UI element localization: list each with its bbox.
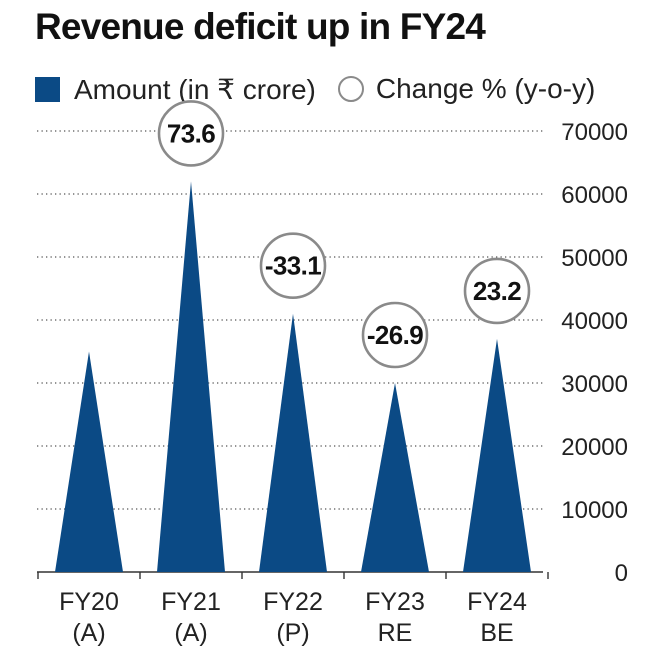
bar-triangle xyxy=(463,338,531,572)
x-tick-label-sub: (A) xyxy=(72,619,105,647)
bar-triangle xyxy=(55,351,123,572)
y-tick-label: 20000 xyxy=(561,434,628,461)
y-tick-label: 10000 xyxy=(561,497,628,524)
change-label: -26.9 xyxy=(367,320,423,350)
change-bubble xyxy=(463,257,531,325)
bar-triangle xyxy=(157,181,225,572)
x-tick-label-sub: RE xyxy=(378,619,413,647)
change-label: 73.6 xyxy=(167,118,215,148)
x-tick-label: FY21 xyxy=(161,588,221,616)
legend-amount-swatch xyxy=(35,76,60,102)
y-tick-label: 70000 xyxy=(561,119,628,146)
y-tick-label: 50000 xyxy=(561,245,628,272)
legend-change-ring-icon xyxy=(337,76,364,102)
y-tick-label: 60000 xyxy=(561,182,628,209)
x-tick-label: FY24 xyxy=(467,588,527,616)
bar-triangle xyxy=(361,383,429,572)
change-bubble xyxy=(259,232,327,300)
chart-title: Revenue deficit up in FY24 xyxy=(35,6,486,47)
legend-change-label: Change % (y-o-y) xyxy=(375,73,596,104)
change-bubble xyxy=(361,301,429,369)
chart-legend: Amount (in ₹ crore) Change % (y-o-y) xyxy=(35,70,595,108)
x-tick-label-sub: (A) xyxy=(174,619,207,647)
x-tick-label-sub: (P) xyxy=(276,619,309,647)
change-bubble xyxy=(157,100,225,167)
y-tick-label: 0 xyxy=(615,560,628,587)
y-tick-label: 30000 xyxy=(561,371,628,398)
x-tick-label-sub: BE xyxy=(480,619,513,647)
legend-amount-label: Amount (in ₹ crore) xyxy=(74,73,316,105)
x-tick-label: FY22 xyxy=(263,588,323,616)
y-tick-label: 40000 xyxy=(561,308,628,335)
change-label: 23.2 xyxy=(473,276,521,306)
change-label: -33.1 xyxy=(265,251,321,281)
x-tick-label: FY20 xyxy=(59,588,119,616)
x-tick-label: FY23 xyxy=(365,588,425,616)
bar-triangle xyxy=(259,313,327,572)
